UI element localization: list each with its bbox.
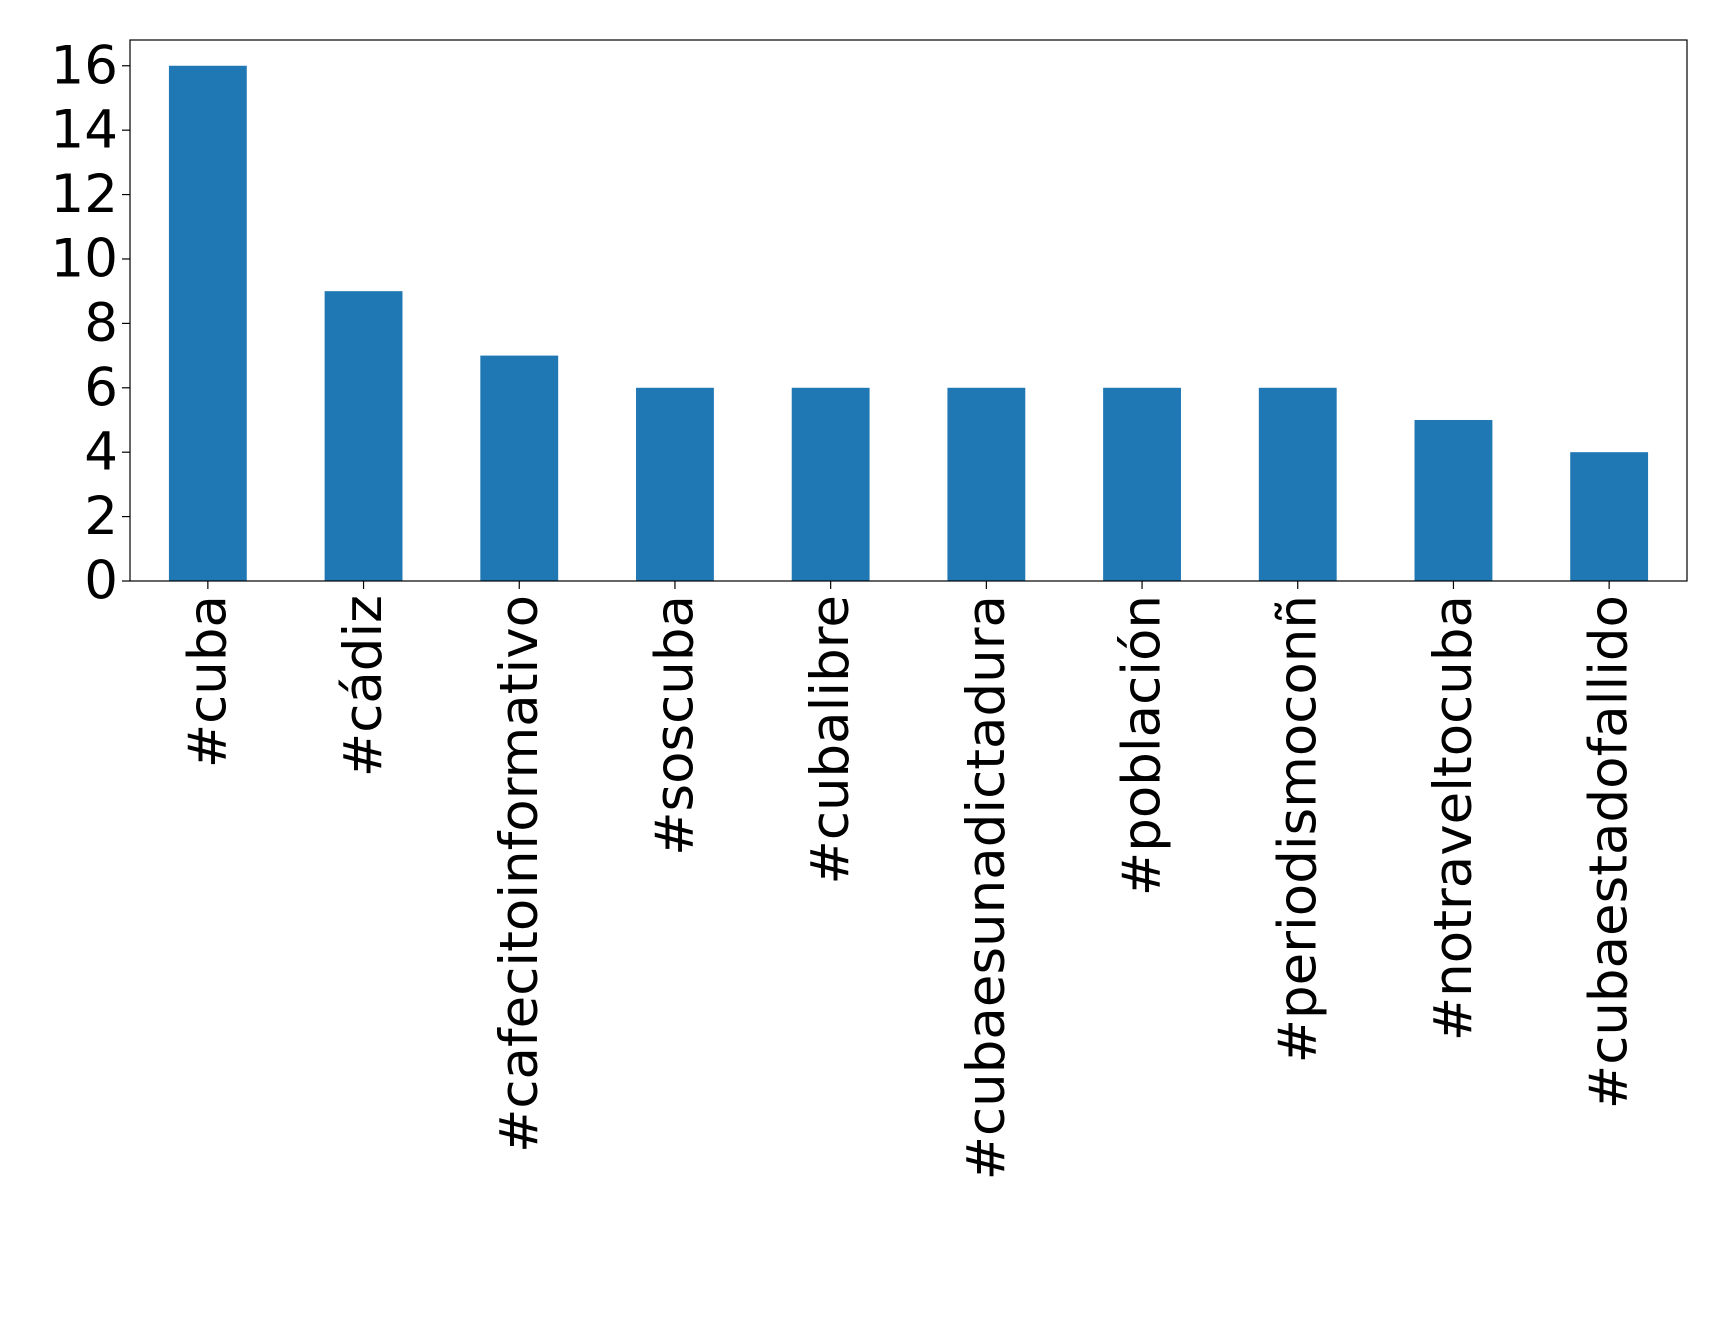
y-tick-label: 16 (51, 35, 118, 96)
x-tick-label: #soscuba (644, 595, 705, 856)
bar (480, 355, 559, 581)
x-tick-label: #cuba (177, 595, 238, 768)
y-tick-label: 8 (84, 293, 118, 354)
x-tick-label: #cafecitoinformativo (489, 595, 550, 1153)
x-tick-label: #población (1112, 595, 1173, 896)
y-tick-label: 14 (51, 100, 118, 161)
x-tick-label: #notraveltocuba (1423, 595, 1484, 1041)
bar (791, 387, 870, 581)
y-tick-label: 12 (51, 164, 118, 225)
bar (636, 387, 714, 581)
y-tick-label: 2 (84, 486, 118, 547)
bar (1258, 387, 1337, 581)
x-tick-label: #cádiz (333, 595, 394, 777)
bar (1414, 419, 1493, 581)
bar (947, 387, 1026, 581)
x-tick-label: #periodismoconñ (1267, 595, 1328, 1063)
y-tick-label: 0 (84, 551, 118, 612)
bar (1570, 452, 1649, 581)
x-tick-label: #cubalibre (800, 595, 861, 885)
y-tick-label: 4 (84, 422, 118, 483)
x-tick-label: #cubaestadofallido (1579, 595, 1640, 1109)
bar (1103, 387, 1181, 581)
x-tick-label: #cubaesunadictadura (956, 595, 1017, 1180)
bar (324, 291, 403, 581)
bar (168, 65, 247, 581)
y-tick-label: 6 (84, 357, 118, 418)
y-tick-label: 10 (51, 228, 118, 289)
plot-frame (129, 39, 1688, 582)
